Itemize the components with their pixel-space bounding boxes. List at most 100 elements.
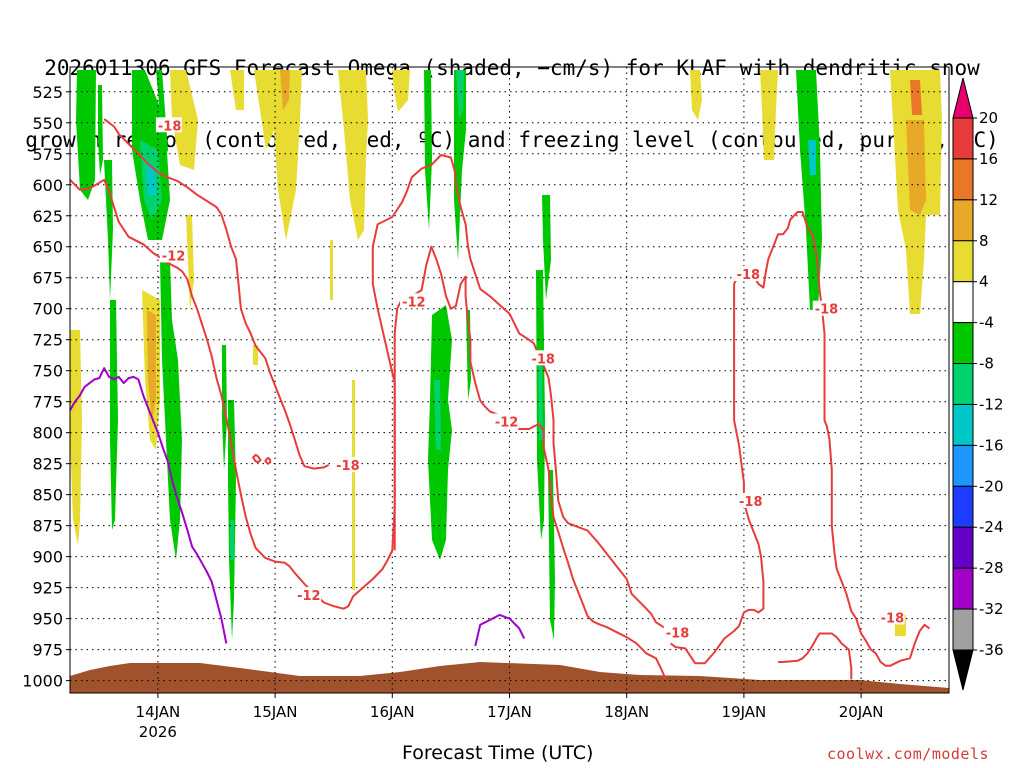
contour-lines [70,118,931,680]
x-tick-sublabel: 2026 [139,723,177,741]
y-tick-label: 550 [32,114,63,133]
colorbar-label: 20 [979,109,998,127]
y-tick-label: 625 [32,207,63,226]
dendritic-contour [70,178,667,680]
omega-shading [70,70,942,640]
contour-label: -18 [336,459,360,474]
y-axis: 525 550 575 600 625 650 675 700 725 750 775 800 825 8… [22,83,70,691]
dendritic-contour [669,211,931,667]
omega-shade-orange [910,80,922,115]
omega-shade-yellow [253,345,258,365]
colorbar-swatch [952,281,974,324]
chart-title-line-1: 2026011306 GFS Forecast Omega (shaded, −… [44,56,980,80]
y-tick-label: 800 [32,424,63,443]
grid-lines [70,67,949,693]
x-tick-label: 17JAN [487,703,532,721]
colorbar-swatch [952,485,974,528]
y-tick-label: 825 [32,455,63,474]
omega-shade-teal [230,520,234,560]
omega-shade-yellow [186,215,194,310]
colorbar-label: 4 [979,273,989,291]
contour-label: -12 [495,416,518,431]
x-tick-label: 20JAN [839,703,884,721]
y-tick-label: 775 [32,393,63,412]
omega-shade-green [160,260,182,560]
omega-shade-yellow [392,70,410,112]
x-axis: 14JAN 2026 15JAN 16JAN 17JAN 18JAN 19JAN 20JAN [136,693,884,741]
contour-label: -12 [162,249,186,264]
omega-shade-teal [146,165,156,195]
colorbar-label: 16 [979,150,998,168]
y-tick-label: 1000 [22,672,63,691]
y-tick-label: 525 [32,83,63,102]
contour-label: -12 [402,295,426,310]
x-tick-label: 18JAN [604,703,649,721]
x-tick-label: 19JAN [722,703,767,721]
colorbar-swatch [952,403,974,446]
y-tick-label: 850 [32,486,63,505]
omega-shade-orange [280,70,290,110]
colorbar-swatch [952,240,974,283]
dendritic-contour [103,118,330,470]
colorbar-label: -16 [979,436,1004,454]
contour-label-bg [663,624,690,640]
contour-label-bg [492,413,519,429]
contour-label-bg [400,293,427,309]
colorbar-swatch [952,608,974,651]
y-tick-label: 675 [32,269,63,288]
colorbar-label: -28 [979,559,1004,577]
contour-label: -18 [815,303,839,318]
contour-label: -18 [158,119,182,134]
colorbar-label: -20 [979,477,1004,495]
omega-shade-teal [808,140,816,175]
omega-shade-yellow [690,70,702,120]
omega-shade-yellow [170,70,198,170]
contour-label-bg [334,456,361,472]
colorbar-top-arrow [952,77,974,119]
y-tick-label: 700 [32,300,63,319]
omega-shade-teal [538,360,543,440]
contour-label: -18 [881,611,905,626]
omega-shade-green [424,70,432,230]
omega-shade-yellow [760,70,778,160]
colorbar-swatch [952,117,974,160]
x-tick-label: 16JAN [370,703,415,721]
credit-link[interactable]: coolwx.com/models [827,745,990,763]
colorbar-swatch [952,526,974,569]
contour-label-bg [295,587,322,603]
colorbar-label: 8 [979,232,989,250]
omega-shade-yellow [230,70,244,110]
omega-shade-green [110,300,118,530]
omega-shade-teal [456,70,464,120]
contour-label-bg [812,300,839,316]
omega-shade-green [98,85,103,175]
colorbar-swatch [952,363,974,405]
colorbar-swatch [952,322,974,365]
colorbar-label: -8 [979,355,994,373]
omega-shade-yellow [254,70,302,240]
x-axis-label: Forecast Time (UTC) [402,742,594,764]
x-tick-label: 14JAN [136,703,181,721]
colorbar-swatch [952,199,974,242]
contour-label: -18 [531,352,555,367]
contour-label: -12 [297,589,321,604]
omega-shade-green [76,70,96,200]
contour-label-bg [737,492,764,508]
colorbar-label: -36 [979,641,1004,659]
contour-label-bg [529,350,556,366]
dendritic-contour [252,454,262,464]
omega-shade-orange [147,310,156,420]
y-tick-label: 900 [32,548,63,567]
omega-shade-green [542,195,551,300]
freezing-level-contour [474,613,526,647]
y-tick-label: 950 [32,610,63,629]
y-tick-label: 575 [32,145,63,164]
omega-shade-yellow [70,330,82,545]
x-tick-label: 15JAN [253,703,298,721]
omega-shade-green [156,70,168,160]
colorbar-label: -32 [979,600,1004,618]
contour-label-bg [155,117,182,133]
y-tick-label: 925 [32,579,63,598]
omega-shade-yellow [338,70,368,240]
